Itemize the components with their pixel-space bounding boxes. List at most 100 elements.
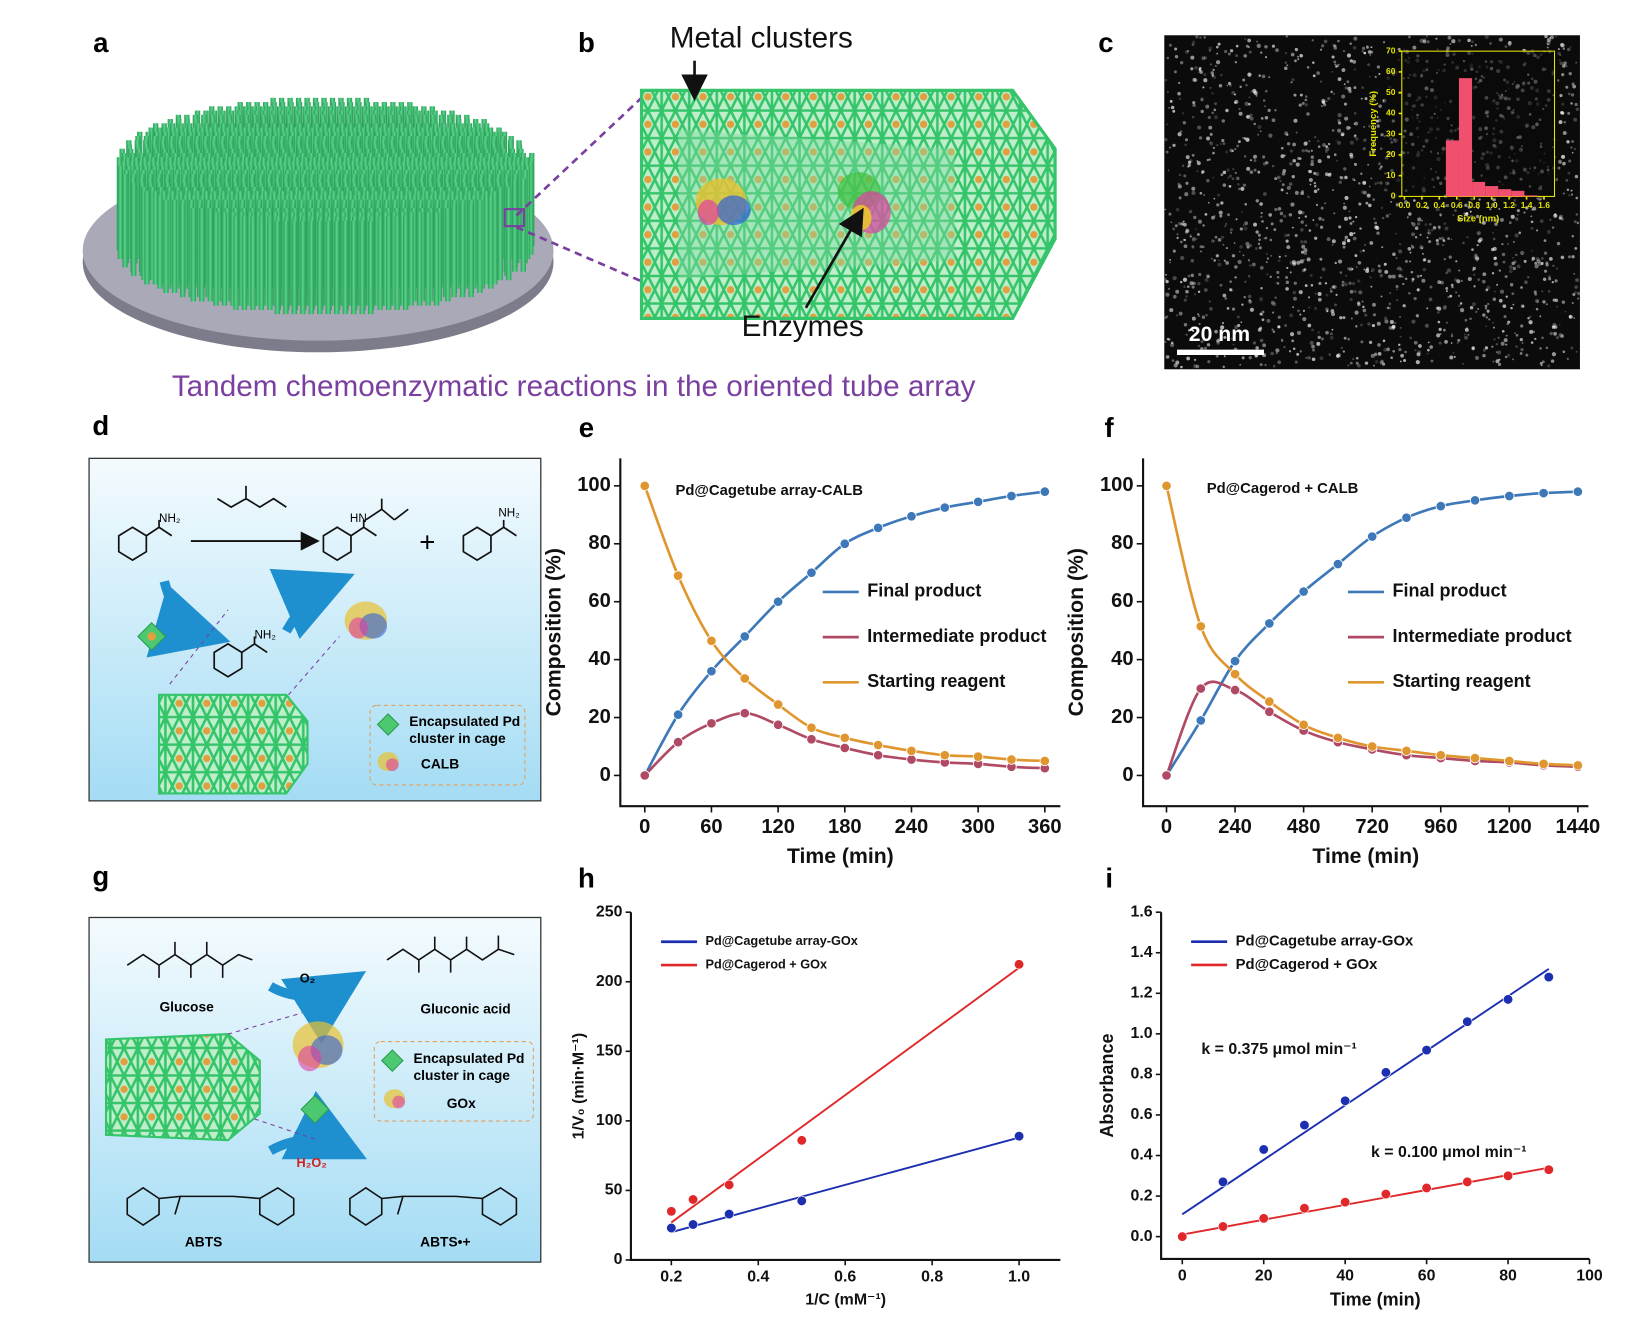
speckle <box>1255 346 1259 350</box>
y-tick-label: 100 <box>596 1112 623 1129</box>
chem-label: NH₂ <box>498 507 519 520</box>
speckle <box>1435 37 1438 40</box>
speckle <box>1169 308 1174 313</box>
speckle <box>1515 333 1519 337</box>
tube <box>506 186 512 281</box>
speckle <box>1317 145 1321 148</box>
speckle <box>1415 360 1420 365</box>
speckle <box>1382 41 1386 44</box>
speckle <box>1177 184 1182 189</box>
tube <box>459 203 466 298</box>
speckle <box>1303 240 1308 244</box>
bar <box>1498 189 1512 197</box>
speckle <box>1333 44 1337 48</box>
speckle <box>1486 309 1490 313</box>
speckle <box>1432 226 1437 230</box>
speckle <box>1472 269 1475 272</box>
speckle <box>1312 61 1315 64</box>
data-point <box>687 1194 699 1205</box>
speckle <box>1551 280 1554 284</box>
speckle <box>1178 97 1182 100</box>
speckle <box>1566 140 1570 144</box>
speckle <box>1573 317 1576 319</box>
speckle <box>1308 229 1312 232</box>
speckle <box>1234 276 1237 279</box>
speckle <box>1426 40 1430 44</box>
speckle <box>1355 137 1359 141</box>
y-tick-label: 150 <box>596 1043 623 1060</box>
speckle <box>1191 153 1195 157</box>
speckle <box>1388 212 1392 216</box>
speckle <box>1269 275 1272 279</box>
speckle <box>1488 318 1491 321</box>
speckle <box>1386 347 1390 352</box>
legend-text: GOx <box>447 1096 476 1111</box>
speckle <box>1506 353 1511 358</box>
speckle <box>1329 332 1333 336</box>
legend-text: cluster in cage <box>409 731 506 746</box>
speckle <box>1376 115 1379 119</box>
speckle <box>1563 130 1568 135</box>
speckle <box>1316 71 1320 75</box>
speckle <box>1464 212 1469 217</box>
speckle <box>1214 102 1218 106</box>
speckle <box>1558 120 1563 125</box>
speckle <box>1239 85 1242 89</box>
speckle <box>1344 195 1349 201</box>
speckle <box>1527 276 1530 279</box>
speckle <box>1298 216 1301 219</box>
speckle <box>1571 302 1574 305</box>
speckle <box>1379 181 1383 185</box>
speckle <box>1408 212 1412 216</box>
panel-label: d <box>92 410 109 441</box>
speckle <box>1295 131 1298 134</box>
speckle <box>1222 365 1225 369</box>
speckle <box>1346 53 1352 58</box>
speckle <box>1359 250 1363 253</box>
speckle <box>1353 111 1357 115</box>
x-axis-label: Time (min) <box>1330 1289 1421 1309</box>
speckle <box>1319 356 1324 361</box>
speckle <box>1534 292 1538 296</box>
speckle <box>1439 214 1442 217</box>
speckle <box>1366 45 1369 49</box>
speckle <box>1505 234 1509 238</box>
speckle <box>1417 217 1422 222</box>
speckle <box>1318 281 1322 286</box>
speckle <box>1471 346 1475 351</box>
speckle <box>1486 285 1491 290</box>
speckle <box>1345 274 1348 277</box>
speckle <box>1257 242 1261 246</box>
speckle <box>1548 256 1553 261</box>
tube <box>238 212 245 306</box>
speckle <box>1379 147 1383 150</box>
speckle <box>1476 260 1479 262</box>
x-tick-label: 1.0 <box>1008 1268 1030 1285</box>
speckle <box>1168 212 1172 216</box>
speckle <box>1491 345 1494 348</box>
speckle <box>1378 72 1381 76</box>
speckle <box>1443 257 1446 261</box>
speckle <box>1165 292 1170 297</box>
speckle <box>1310 159 1314 163</box>
speckle <box>1239 227 1243 231</box>
speckle <box>1276 270 1280 275</box>
speckle <box>1242 78 1246 82</box>
speckle <box>1209 307 1213 311</box>
speckle <box>1373 217 1376 220</box>
speckle <box>1572 292 1576 297</box>
speckle <box>1218 84 1223 88</box>
speckle <box>1284 233 1288 238</box>
speckle <box>1577 291 1581 296</box>
speckle <box>1372 313 1377 317</box>
speckle <box>1533 290 1537 294</box>
speckle <box>1277 207 1282 211</box>
speckle <box>1383 316 1388 321</box>
speckle <box>1259 202 1263 206</box>
speckle <box>1477 206 1480 209</box>
speckle <box>1260 313 1264 317</box>
speckle <box>1172 227 1176 231</box>
speckle <box>1521 341 1524 344</box>
speckle <box>1189 234 1193 237</box>
speckle <box>1377 264 1381 268</box>
